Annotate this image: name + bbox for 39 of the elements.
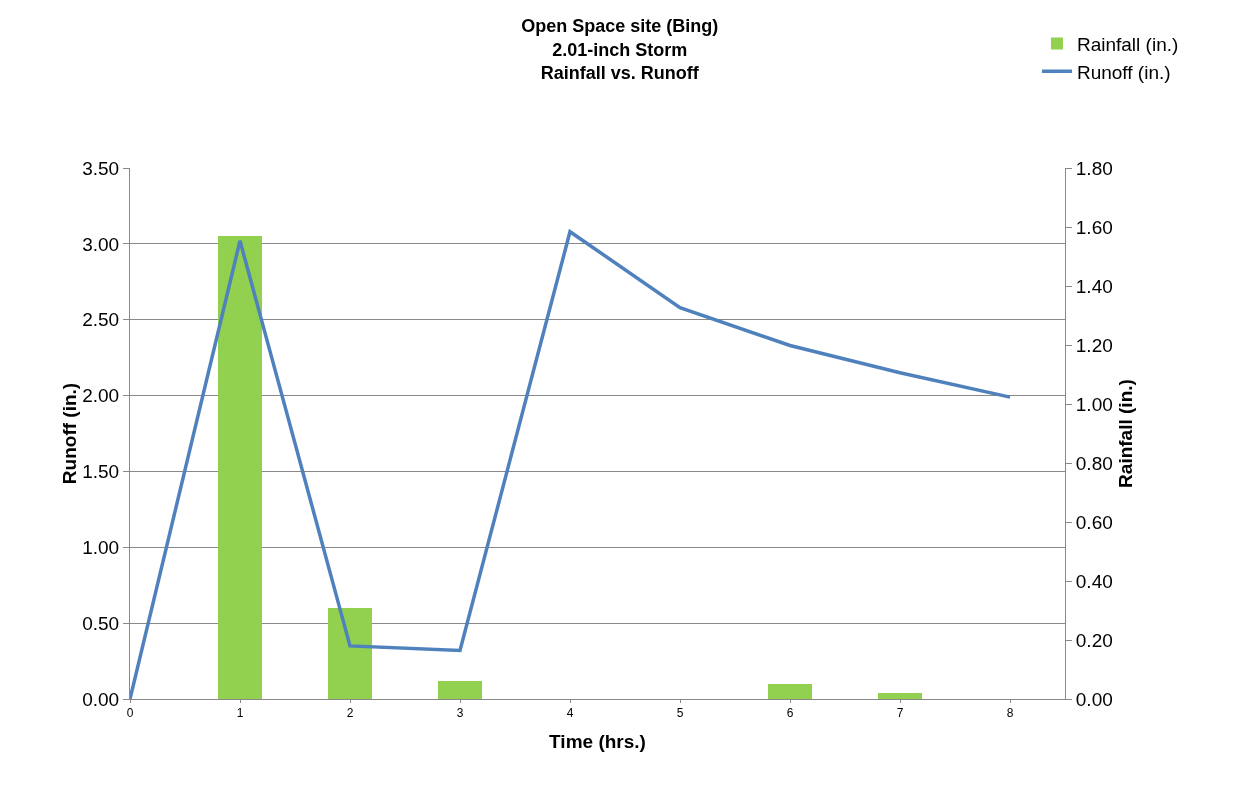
legend-label: Rainfall (in.) <box>1076 33 1179 55</box>
x-tick-label: 4 <box>566 706 574 721</box>
x-tick-label: 0 <box>126 706 134 721</box>
x-tick-label: 2 <box>346 706 354 721</box>
y-tick-label: 1.00 <box>82 536 120 558</box>
x-tick-label: 5 <box>676 706 684 721</box>
y2-tick-label: 1.80 <box>1075 157 1113 179</box>
legend-label: Runoff (in.) <box>1076 61 1171 83</box>
y2-tick-label: 1.20 <box>1075 334 1113 356</box>
x-tick-label: 3 <box>456 706 464 721</box>
y-tick-label: 1.50 <box>82 461 120 483</box>
bar <box>218 236 262 699</box>
y2-tick-label: 0.60 <box>1075 511 1113 533</box>
x-tick-label: 6 <box>786 706 794 721</box>
y-tick-label: 0.00 <box>82 688 120 710</box>
line-series <box>130 229 1012 699</box>
y2-tick-label: 0.20 <box>1075 629 1113 651</box>
bar <box>328 608 372 699</box>
y2-tick-label: 1.60 <box>1075 216 1113 238</box>
x-tick-label: 7 <box>896 706 904 721</box>
y2-tick-label: 0.00 <box>1075 688 1113 710</box>
x-tick-label: 1 <box>236 706 244 721</box>
bar <box>768 684 812 699</box>
y-tick-label: 3.50 <box>82 157 120 179</box>
y-tick-label: 2.00 <box>82 385 120 407</box>
bar <box>438 681 482 699</box>
y2-tick-label: 0.40 <box>1075 570 1113 592</box>
y2-tick-label: 1.40 <box>1075 275 1113 297</box>
y2-axis-title: Rainfall (in.) <box>1114 379 1136 488</box>
x-axis-title: Time (hrs.) <box>549 731 646 753</box>
y2-tick-label: 0.80 <box>1075 452 1113 474</box>
y-axis-title: Runoff (in.) <box>59 382 81 485</box>
y-tick-label: 3.00 <box>82 233 120 255</box>
x-tick-label: 8 <box>1006 706 1014 721</box>
y-tick-label: 2.50 <box>82 309 120 331</box>
y-tick-label: 0.50 <box>82 612 120 634</box>
y2-tick-label: 1.00 <box>1075 393 1113 415</box>
bar <box>878 693 922 699</box>
chart-title: Open Space site (Bing) 2.01-inch Storm Rainfall vs. Runoff <box>521 16 719 83</box>
